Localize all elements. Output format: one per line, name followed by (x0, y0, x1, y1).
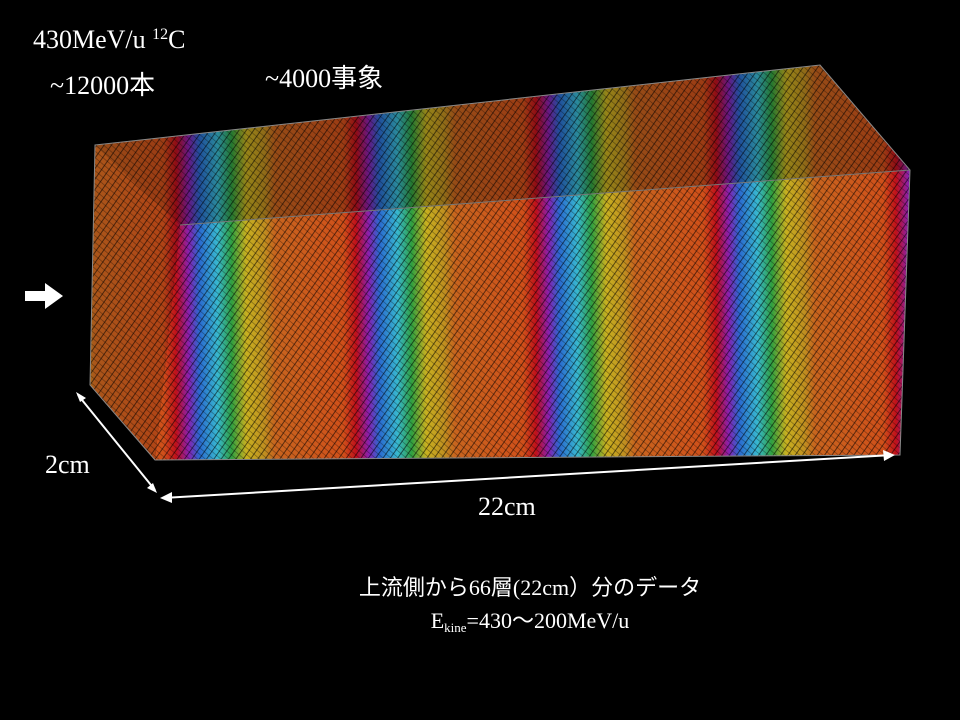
events-label: ~4000事象 (265, 64, 384, 93)
energy-subscript: kine (444, 620, 467, 635)
energy-range: =430～200MeV/u (466, 608, 630, 633)
energy-symbol: E (430, 608, 445, 633)
beam-arrow (25, 283, 63, 309)
width-label: 2cm (45, 450, 90, 479)
dimension-lines (76, 392, 895, 503)
energy: 430MeV/u (33, 25, 146, 54)
length-label: 22cm (478, 492, 536, 521)
caption-line1: 上流側から66層(22cm）分のデータ (358, 575, 702, 600)
caption-line2: Ekine=430～200MeV/u (0, 603, 960, 636)
detector-box (89, 64, 911, 461)
beam-label: 430MeV/u 12C (33, 25, 186, 55)
element: C (168, 25, 186, 54)
mass-number: 12 (152, 26, 169, 43)
tracks-label: ~12000本 (50, 71, 156, 100)
